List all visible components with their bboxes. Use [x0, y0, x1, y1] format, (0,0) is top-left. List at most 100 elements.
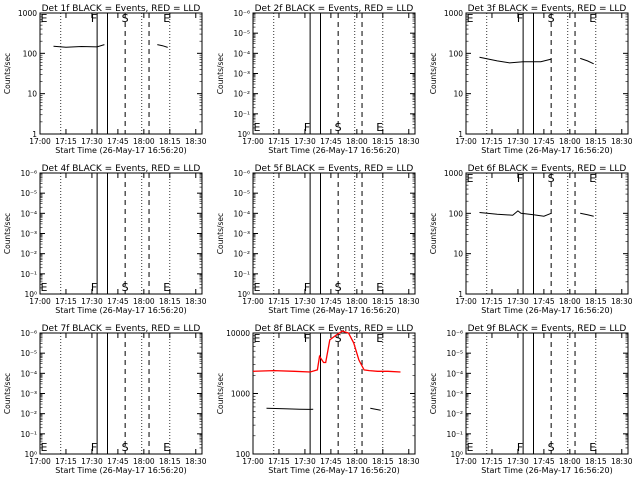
- x-tick-label: 18:30: [398, 457, 420, 466]
- detector-panel-6: Det 6f BLACK = Events, RED = LLD 1 10 100 10…: [429, 164, 633, 315]
- x-tick-label: 17:45: [107, 457, 129, 466]
- y-axis-label: Counts/sec: [3, 53, 12, 94]
- event-marker-label: E: [41, 281, 48, 294]
- y-tick-label: 10⁻⁶: [20, 329, 37, 338]
- event-marker-label: E: [376, 281, 383, 294]
- x-tick-label: 17:45: [533, 297, 555, 306]
- x-tick-label: 18:15: [585, 297, 607, 306]
- x-tick-label: 17:30: [294, 297, 316, 306]
- event-marker-label: F: [517, 12, 523, 25]
- y-tick-label: 10⁻⁴: [446, 369, 463, 378]
- y-tick-label: 1: [458, 130, 463, 139]
- x-tick-label: 17:45: [107, 137, 129, 146]
- x-tick-label: 17:15: [55, 297, 77, 306]
- y-tick-label: 10⁰: [237, 290, 250, 299]
- event-marker-label: E: [376, 332, 383, 345]
- x-axis-label: Start Time (26-May-17 16:56:20): [268, 466, 399, 475]
- y-tick-label: 10000: [226, 329, 250, 338]
- y-tick-label: 1: [32, 130, 37, 139]
- x-tick-label: 17:00: [242, 137, 264, 146]
- x-tick-label: 18:30: [398, 297, 420, 306]
- panel-title: Det 8f BLACK = Events, RED = LLD: [255, 324, 414, 334]
- y-tick-label: 100: [449, 49, 464, 58]
- x-tick-label: 17:15: [481, 297, 503, 306]
- x-tick-label: 18:30: [185, 137, 207, 146]
- event-marker-label: E: [41, 12, 48, 25]
- y-tick-label: 1000: [444, 9, 463, 18]
- x-tick-label: 17:00: [455, 137, 477, 146]
- panel-title: Det 3f BLACK = Events, RED = LLD: [468, 4, 627, 14]
- x-tick-label: 17:00: [29, 457, 51, 466]
- x-tick-label: 18:00: [133, 137, 155, 146]
- event-marker-label: S: [122, 12, 129, 25]
- y-tick-label: 10⁻⁵: [446, 349, 463, 358]
- y-tick-label: 10⁻²: [20, 250, 37, 259]
- event-marker-label: S: [548, 441, 555, 454]
- x-tick-label: 18:00: [559, 457, 581, 466]
- event-marker-label: S: [548, 12, 555, 25]
- series-line-2: [157, 44, 168, 48]
- y-tick-label: 10⁻⁶: [233, 9, 250, 18]
- x-tick-label: 18:15: [159, 457, 181, 466]
- x-tick-label: 18:15: [372, 457, 394, 466]
- x-tick-label: 18:30: [611, 137, 633, 146]
- y-axis-label: Counts/sec: [3, 373, 12, 414]
- x-tick-label: 18:00: [346, 137, 368, 146]
- x-tick-label: 17:00: [29, 297, 51, 306]
- event-marker-label: E: [41, 441, 48, 454]
- y-axis-label: Counts/sec: [216, 373, 225, 414]
- x-tick-label: 17:00: [242, 457, 264, 466]
- x-tick-label: 17:15: [268, 297, 290, 306]
- x-tick-label: 18:00: [559, 297, 581, 306]
- x-tick-label: 18:30: [398, 137, 420, 146]
- x-tick-label: 17:15: [268, 137, 290, 146]
- y-tick-label: 10⁻³: [233, 70, 250, 79]
- event-marker-label: F: [304, 121, 310, 134]
- x-tick-label: 17:30: [294, 457, 316, 466]
- y-tick-label: 10⁻⁵: [20, 349, 37, 358]
- x-tick-label: 17:30: [81, 137, 103, 146]
- x-tick-label: 18:00: [133, 297, 155, 306]
- event-marker-label: E: [589, 172, 596, 185]
- detector-panel-2: Det 2f BLACK = Events, RED = LLD 10⁰ 10⁻¹ 1…: [216, 4, 420, 155]
- y-tick-label: 10⁻¹: [446, 430, 463, 439]
- x-tick-label: 17:45: [107, 297, 129, 306]
- y-tick-label: 10⁰: [24, 290, 37, 299]
- y-tick-label: 10: [27, 90, 37, 99]
- y-axis-label: Counts/sec: [429, 53, 438, 94]
- y-tick-label: 10⁻³: [20, 390, 37, 399]
- y-tick-label: 100: [23, 49, 38, 58]
- y-axis-label: Counts/sec: [3, 213, 12, 254]
- x-tick-label: 17:45: [533, 457, 555, 466]
- plot-frame: [465, 172, 629, 295]
- event-marker-label: F: [91, 441, 97, 454]
- event-marker-label: F: [91, 281, 97, 294]
- y-tick-label: 1: [458, 290, 463, 299]
- x-tick-label: 17:30: [507, 457, 529, 466]
- x-axis-label: Start Time (26-May-17 16:56:20): [55, 146, 186, 155]
- x-axis-label: Start Time (26-May-17 16:56:20): [268, 306, 399, 315]
- y-tick-label: 10⁰: [237, 130, 250, 139]
- y-tick-label: 100: [449, 209, 464, 218]
- detector-panel-4: Det 4f BLACK = Events, RED = LLD 10⁰ 10⁻¹ 1…: [3, 164, 207, 315]
- y-tick-label: 10⁻⁴: [20, 369, 37, 378]
- y-tick-label: 10⁻³: [446, 390, 463, 399]
- y-tick-label: 10⁻³: [20, 230, 37, 239]
- x-tick-label: 18:15: [372, 297, 394, 306]
- x-axis-label: Start Time (26-May-17 16:56:20): [55, 306, 186, 315]
- y-axis-label: Counts/sec: [429, 213, 438, 254]
- x-tick-label: 17:45: [320, 137, 342, 146]
- event-marker-label: F: [304, 281, 310, 294]
- x-tick-label: 18:00: [346, 457, 368, 466]
- plot-frame: [465, 12, 629, 135]
- x-tick-label: 17:15: [481, 457, 503, 466]
- y-tick-label: 10⁻⁶: [446, 329, 463, 338]
- x-tick-label: 17:30: [294, 137, 316, 146]
- y-tick-label: 10⁻²: [446, 410, 463, 419]
- series-line-1: [53, 44, 105, 48]
- event-marker-label: E: [376, 121, 383, 134]
- event-marker-label: F: [91, 12, 97, 25]
- x-tick-label: 17:30: [81, 297, 103, 306]
- y-tick-label: 10⁻⁶: [20, 169, 37, 178]
